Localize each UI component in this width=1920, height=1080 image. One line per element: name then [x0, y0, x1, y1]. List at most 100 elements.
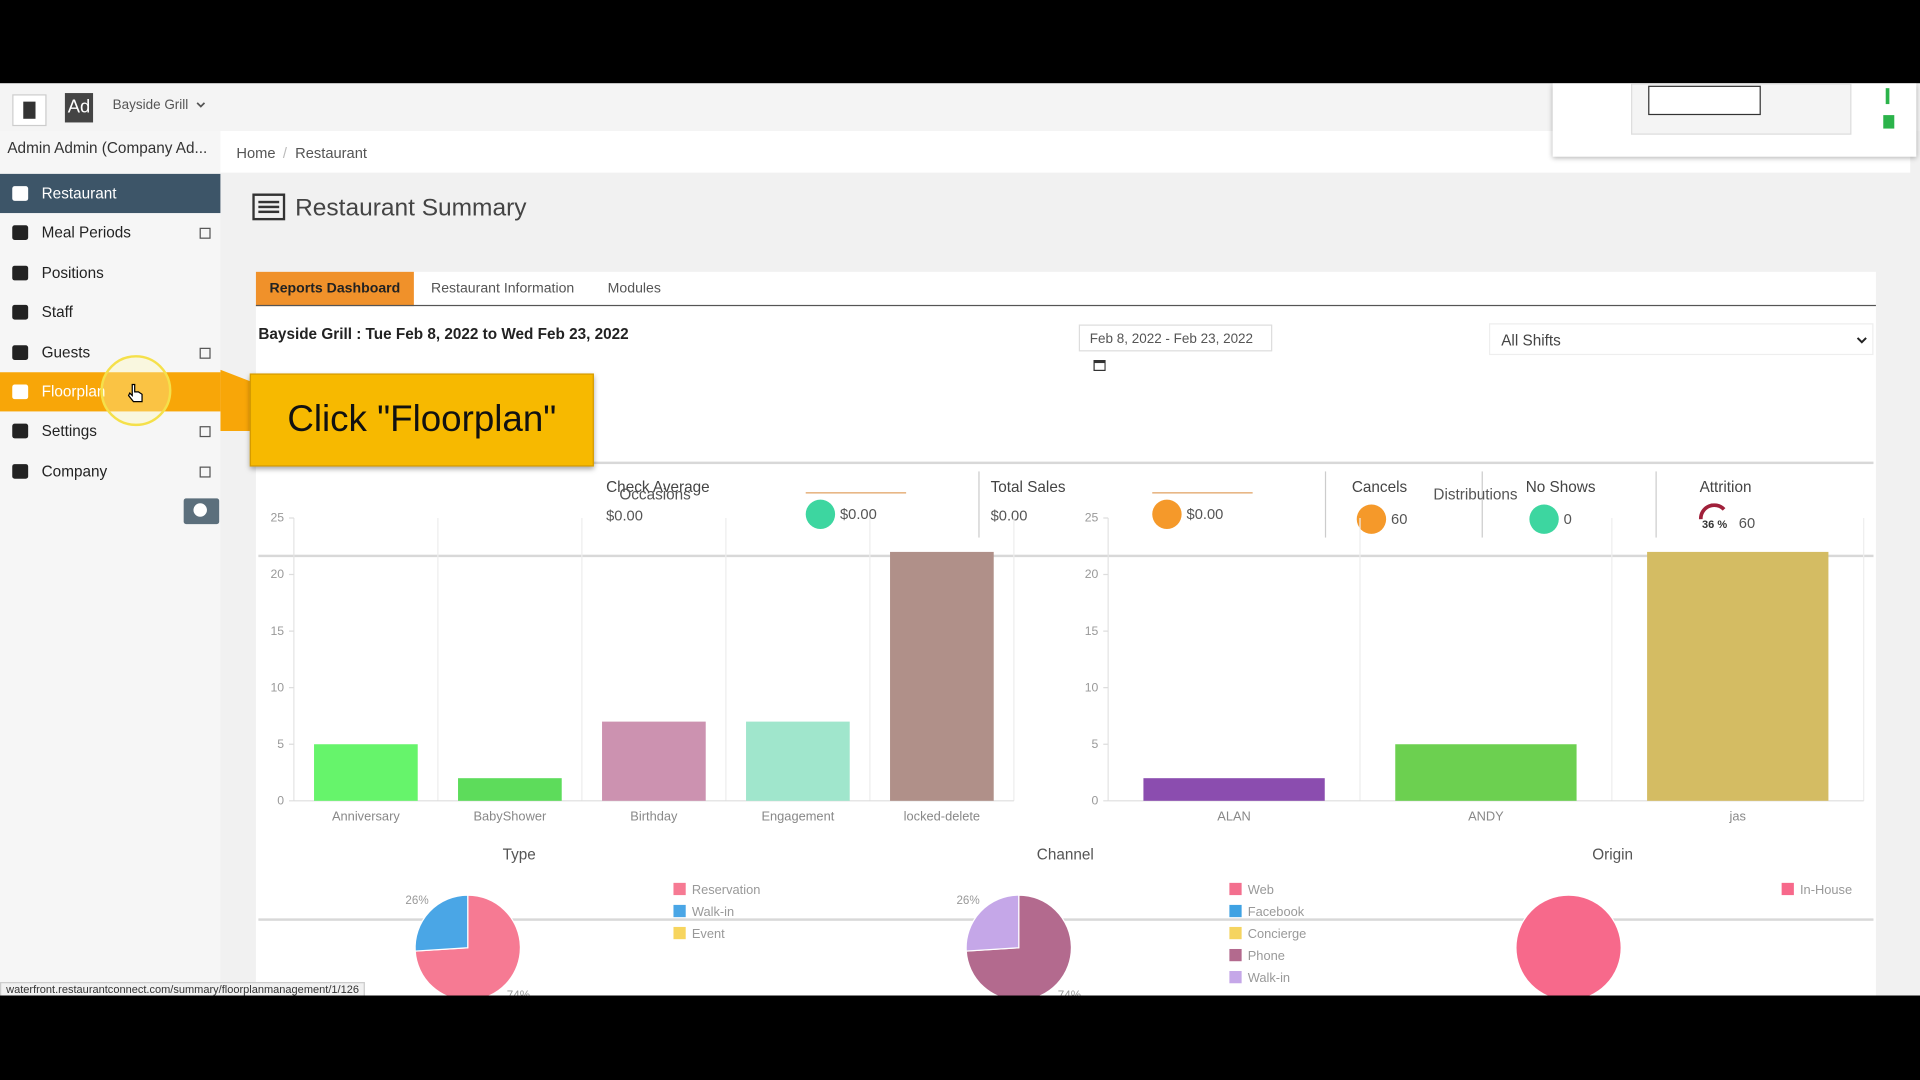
date-picker[interactable]: Feb 8, 2022 - Feb 23, 2022 — [1078, 324, 1273, 372]
shift-select[interactable]: All Shifts — [1488, 323, 1874, 356]
page-title: Restaurant Summary — [295, 194, 527, 222]
menu-item[interactable]: Company — [0, 452, 220, 491]
bar — [314, 744, 418, 801]
menu-label: Floorplan — [41, 383, 106, 401]
legend-swatch — [1229, 971, 1242, 984]
channel-chart: Channel Web Facebook Concierge 74% Phone 26% Wa… — [956, 847, 1307, 996]
chart-title: Occasions — [619, 487, 691, 504]
y-tick-label: 0 — [277, 793, 284, 807]
x-tick-label: Engagement — [761, 808, 834, 823]
slice-label: 74% — [507, 989, 530, 996]
x-tick-label: locked-delete — [904, 808, 980, 823]
menu-item[interactable]: Restaurant — [0, 173, 221, 214]
type-chart: Type 74% Reservation 26% Walk-in Event — [405, 847, 761, 996]
click-indicator — [100, 355, 172, 427]
restaurant-selector[interactable]: Bayside Grill — [113, 98, 206, 113]
metric-value: $0.00 — [606, 506, 643, 525]
slice-label: 26% — [405, 894, 428, 907]
app-logo: Ad — [64, 93, 94, 123]
slice-label: 74% — [1058, 989, 1081, 996]
legend-label: Event — [692, 926, 725, 941]
page-icon — [252, 193, 286, 221]
menu-label: Positions — [41, 264, 104, 282]
breadcrumb-link[interactable]: Home — [236, 144, 276, 162]
chart-title: Distributions — [1433, 487, 1518, 504]
tab[interactable]: Modules — [607, 281, 661, 297]
preview-popup — [1552, 83, 1917, 157]
menu-item[interactable]: Guests — [0, 333, 220, 372]
dashboard-panel: Reports Dashboard Restaurant Information… — [255, 271, 1876, 996]
pie-slice — [414, 894, 469, 952]
pie-slice — [965, 894, 1020, 952]
legend-label: In-House — [1800, 882, 1852, 897]
menu-label: Guests — [41, 343, 91, 361]
pie-slice — [1515, 894, 1622, 996]
metric-value: 0 — [1563, 510, 1572, 528]
attrition-gauge — [1698, 503, 1726, 520]
date-range: Feb 8, 2022 - Feb 23, 2022 — [1089, 331, 1254, 347]
menu-label: Company — [41, 462, 108, 480]
y-tick-label: 10 — [1085, 680, 1099, 694]
app-window: Ad Bayside Grill Admin Admin (Company Ad… — [0, 83, 1920, 996]
legend-label: Walk-in — [1248, 970, 1290, 985]
x-tick-label: ALAN — [1217, 808, 1251, 823]
home-button[interactable] — [12, 94, 47, 127]
bar — [1395, 744, 1577, 801]
tab[interactable]: Reports Dashboard — [255, 271, 414, 307]
legend-label: Reservation — [692, 882, 761, 897]
shift-value: All Shifts — [1501, 331, 1561, 349]
expand-icon[interactable] — [199, 466, 211, 478]
menu-icon — [12, 344, 29, 360]
metric-secondary: $0.00 — [840, 505, 877, 523]
menu-label: Staff — [41, 303, 73, 322]
menu-label: Meal Periods — [41, 224, 131, 242]
tab[interactable]: Restaurant Information — [431, 281, 575, 297]
y-tick-label: 20 — [270, 567, 284, 581]
legend-swatch — [673, 904, 686, 918]
user-name: Admin Admin (Company Ad... — [7, 139, 208, 157]
menu-icon — [12, 225, 29, 241]
expand-icon[interactable] — [199, 426, 211, 438]
collapse-button[interactable] — [183, 498, 220, 525]
bar — [1143, 778, 1325, 801]
legend-swatch — [1229, 882, 1242, 896]
legend-label: Concierge — [1248, 926, 1307, 941]
metric-label: Check Average — [606, 478, 710, 496]
y-tick-label: 15 — [1085, 624, 1099, 638]
bar — [458, 778, 562, 801]
metric-secondary: $0.00 — [1186, 505, 1224, 523]
legend-swatch — [673, 926, 686, 940]
metric-value: 60 — [1738, 514, 1756, 532]
tutorial-tooltip: Click "Floorplan" — [249, 373, 594, 467]
chevron — [196, 102, 205, 108]
bar — [746, 721, 850, 801]
chart-title: Channel — [1037, 847, 1094, 864]
status-bar: waterfront.restaurantconnect.com/summary… — [0, 982, 366, 996]
menu-icon — [12, 186, 29, 201]
select-arrow — [1856, 337, 1867, 344]
y-tick-label: 5 — [1092, 737, 1099, 751]
x-tick-label: jas — [1729, 808, 1746, 823]
y-tick-label: 25 — [1085, 511, 1099, 525]
menu-item[interactable]: Positions — [0, 253, 220, 292]
expand-icon[interactable] — [199, 228, 211, 240]
bar — [602, 721, 706, 801]
metric-label: Total Sales — [990, 478, 1066, 496]
expand-icon[interactable] — [199, 347, 211, 359]
chart-title: Type — [503, 847, 536, 864]
menu-item[interactable]: Meal Periods — [0, 214, 220, 253]
metric-label: No Shows — [1525, 478, 1596, 496]
menu-label: Settings — [41, 422, 97, 441]
x-tick-label: BabyShower — [473, 808, 547, 823]
x-tick-label: Birthday — [630, 808, 678, 823]
menu-icon — [12, 305, 29, 320]
legend-label: Web — [1248, 882, 1274, 897]
menu-label: Restaurant — [41, 184, 117, 203]
bar — [1647, 551, 1829, 801]
legend-label: Phone — [1248, 948, 1285, 963]
x-tick-label: ANDY — [1468, 808, 1504, 823]
menu-item[interactable]: Staff — [0, 293, 220, 332]
distributions-chart: Distributions 0 5 10 15 20 25 ALAN ANDY jas — [1085, 487, 1865, 823]
menu-item[interactable]: Settings — [0, 412, 220, 451]
